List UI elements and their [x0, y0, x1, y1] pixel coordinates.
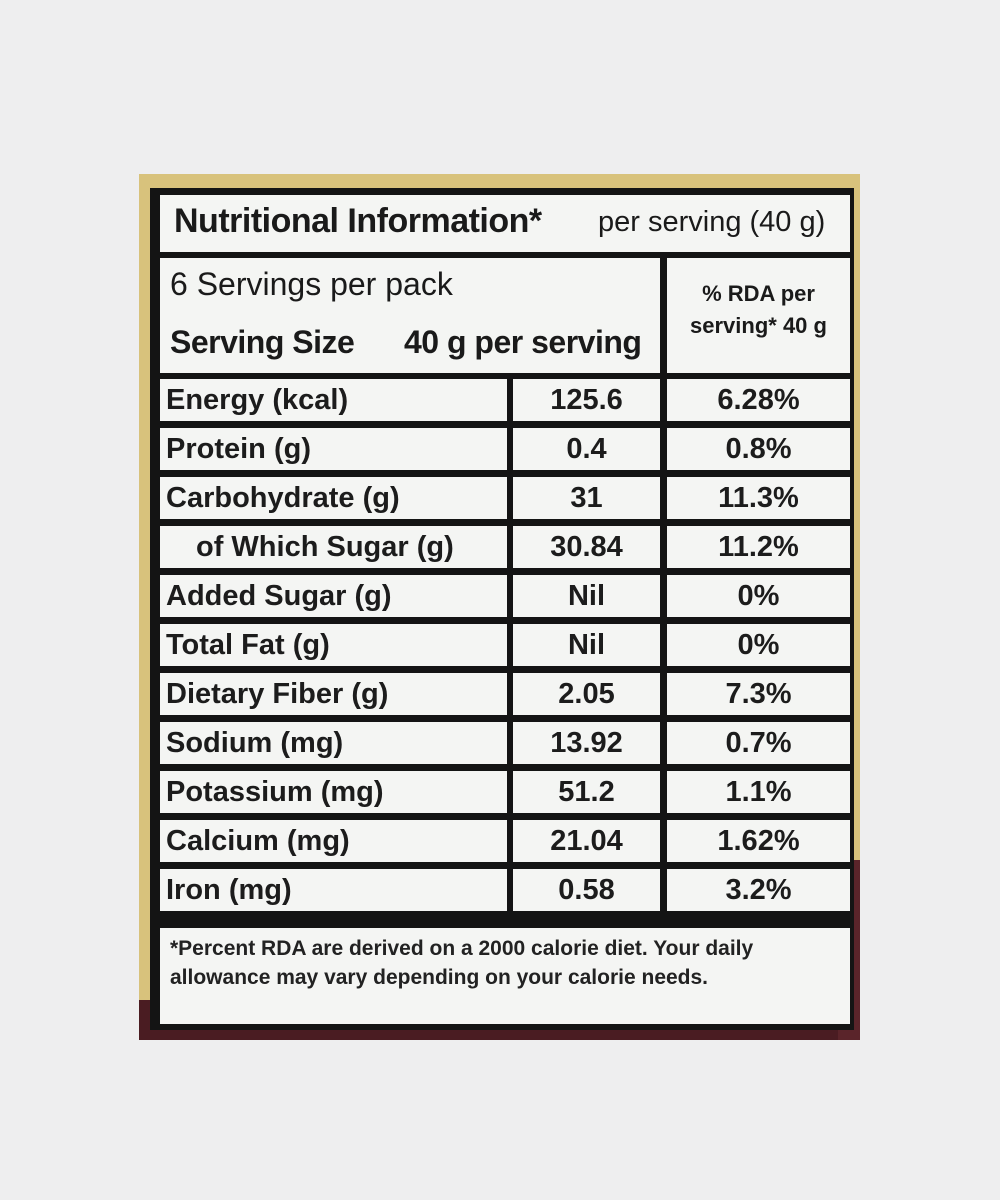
nutrient-name: Protein (g) — [160, 428, 507, 470]
nutrient-name: Total Fat (g) — [160, 624, 507, 666]
nutrient-name: Calcium (mg) — [160, 820, 507, 862]
nutrient-rda: 6.28% — [667, 379, 850, 421]
nutrient-name: Sodium (mg) — [160, 722, 507, 764]
footnote-panel: *Percent RDA are derived on a 2000 calor… — [160, 928, 850, 1024]
nutrient-value: Nil — [513, 624, 660, 666]
nutrient-name: Potassium (mg) — [160, 771, 507, 813]
nutrient-name: Energy (kcal) — [160, 379, 507, 421]
servings-panel: 6 Servings per pack Serving Size 40 g pe… — [160, 258, 660, 373]
nutrient-row: Dietary Fiber (g) 2.05 7.3% — [160, 673, 850, 722]
rda-header-line2: serving* 40 g — [690, 313, 827, 338]
nutrient-value: 0.4 — [513, 428, 660, 470]
nutrient-rda: 1.62% — [667, 820, 850, 862]
nutrient-row: Iron (mg) 0.58 3.2% — [160, 869, 850, 918]
nutrient-rda: 1.1% — [667, 771, 850, 813]
nutrient-row: Protein (g) 0.4 0.8% — [160, 428, 850, 477]
nutrient-name: Added Sugar (g) — [160, 575, 507, 617]
nutrient-value: 30.84 — [513, 526, 660, 568]
nutrient-name: Iron (mg) — [160, 869, 507, 911]
nutrient-rda: 11.3% — [667, 477, 850, 519]
nutrient-value: 51.2 — [513, 771, 660, 813]
nutrient-rda: 0% — [667, 624, 850, 666]
footnote: *Percent RDA are derived on a 2000 calor… — [170, 937, 754, 989]
nutrient-value: 21.04 — [513, 820, 660, 862]
serving-size-value: 40 g per serving — [404, 324, 642, 360]
nutrient-value: 0.58 — [513, 869, 660, 911]
nutrient-rda: 0% — [667, 575, 850, 617]
nutrient-name: Dietary Fiber (g) — [160, 673, 507, 715]
nutrient-row: Potassium (mg) 51.2 1.1% — [160, 771, 850, 820]
nutrient-value: 2.05 — [513, 673, 660, 715]
serving-size-label: Serving Size — [170, 324, 355, 360]
nutrient-rda: 0.8% — [667, 428, 850, 470]
nutrient-value: 125.6 — [513, 379, 660, 421]
nutrient-row: Sodium (mg) 13.92 0.7% — [160, 722, 850, 771]
nutrient-rda: 0.7% — [667, 722, 850, 764]
nutrition-title: Nutritional Information* — [174, 202, 542, 240]
nutrient-table: Energy (kcal) 125.6 6.28% Protein (g) 0.4 0.8… — [160, 379, 850, 918]
rda-header: % RDA per serving* 40 g — [667, 278, 850, 342]
nutrient-row: Added Sugar (g) Nil 0% — [160, 575, 850, 624]
nutrient-rda: 3.2% — [667, 869, 850, 911]
nutrient-rda: 11.2% — [667, 526, 850, 568]
nutrient-row: Energy (kcal) 125.6 6.28% — [160, 379, 850, 428]
nutrient-name: of Which Sugar (g) — [160, 526, 507, 568]
nutrient-value: 13.92 — [513, 722, 660, 764]
nutrient-row: Carbohydrate (g) 31 11.3% — [160, 477, 850, 526]
nutrient-row: Calcium (mg) 21.04 1.62% — [160, 820, 850, 869]
nutrient-value: Nil — [513, 575, 660, 617]
rda-header-panel: % RDA per serving* 40 g — [667, 258, 850, 373]
nutrition-title-panel: Nutritional Information* per serving (40… — [160, 195, 850, 252]
servings-per-pack: 6 Servings per pack — [170, 266, 453, 302]
nutrition-title-serving: per serving (40 g) — [598, 206, 826, 238]
nutrient-row: Total Fat (g) Nil 0% — [160, 624, 850, 673]
rda-header-line1: % RDA per — [702, 281, 815, 306]
nutrient-name: Carbohydrate (g) — [160, 477, 507, 519]
nutrient-rda: 7.3% — [667, 673, 850, 715]
nutrient-value: 31 — [513, 477, 660, 519]
nutrient-row: of Which Sugar (g) 30.84 11.2% — [160, 526, 850, 575]
